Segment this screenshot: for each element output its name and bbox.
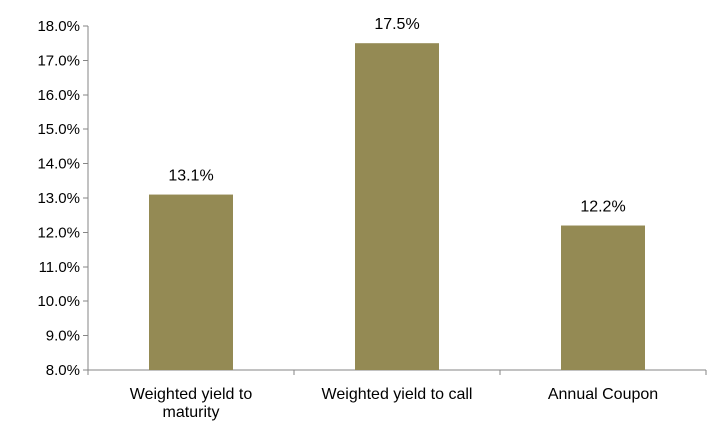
category-label: Annual Coupon bbox=[548, 386, 658, 403]
data-label: 17.5% bbox=[374, 16, 419, 33]
category-label: Weighted yield to call bbox=[322, 386, 473, 403]
data-label: 13.1% bbox=[168, 168, 213, 185]
y-tick-label: 11.0% bbox=[39, 259, 80, 276]
y-tick-label: 18.0% bbox=[37, 18, 80, 35]
y-tick-label: 9.0% bbox=[46, 328, 80, 345]
category-label: maturity bbox=[163, 404, 220, 421]
y-tick-label: 16.0% bbox=[37, 87, 80, 104]
y-tick-label: 15.0% bbox=[37, 121, 80, 138]
y-tick-label: 17.0% bbox=[37, 52, 80, 69]
bar bbox=[561, 225, 645, 370]
y-tick-label: 10.0% bbox=[37, 293, 80, 310]
data-label: 12.2% bbox=[580, 199, 625, 216]
category-label: Weighted yield to bbox=[130, 386, 253, 403]
y-tick-label: 8.0% bbox=[46, 362, 80, 379]
y-tick-label: 13.0% bbox=[37, 190, 80, 207]
bar bbox=[355, 43, 439, 370]
y-tick-label: 12.0% bbox=[37, 224, 80, 241]
bar bbox=[149, 194, 233, 370]
y-tick-label: 14.0% bbox=[37, 156, 80, 173]
